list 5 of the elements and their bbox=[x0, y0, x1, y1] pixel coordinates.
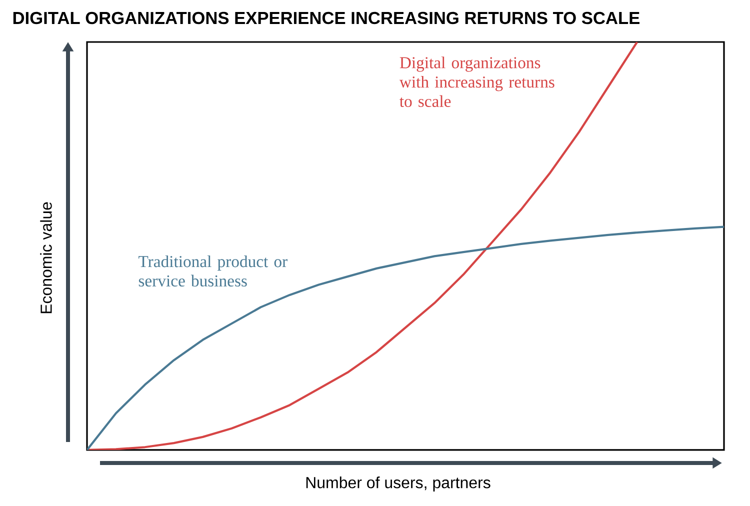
text: Digital organizations with increasing returns to scale bbox=[399, 56, 554, 108]
x-axis-title: Number of users, partners bbox=[306, 476, 490, 492]
series-label: Traditional product or service business bbox=[138, 255, 288, 287]
y-axis-title: Economic value bbox=[40, 202, 52, 314]
chart-title: DIGITAL ORGANIZATIONS EXPERIENCE INCREASING RETURNS TO SCALE bbox=[13, 12, 640, 24]
